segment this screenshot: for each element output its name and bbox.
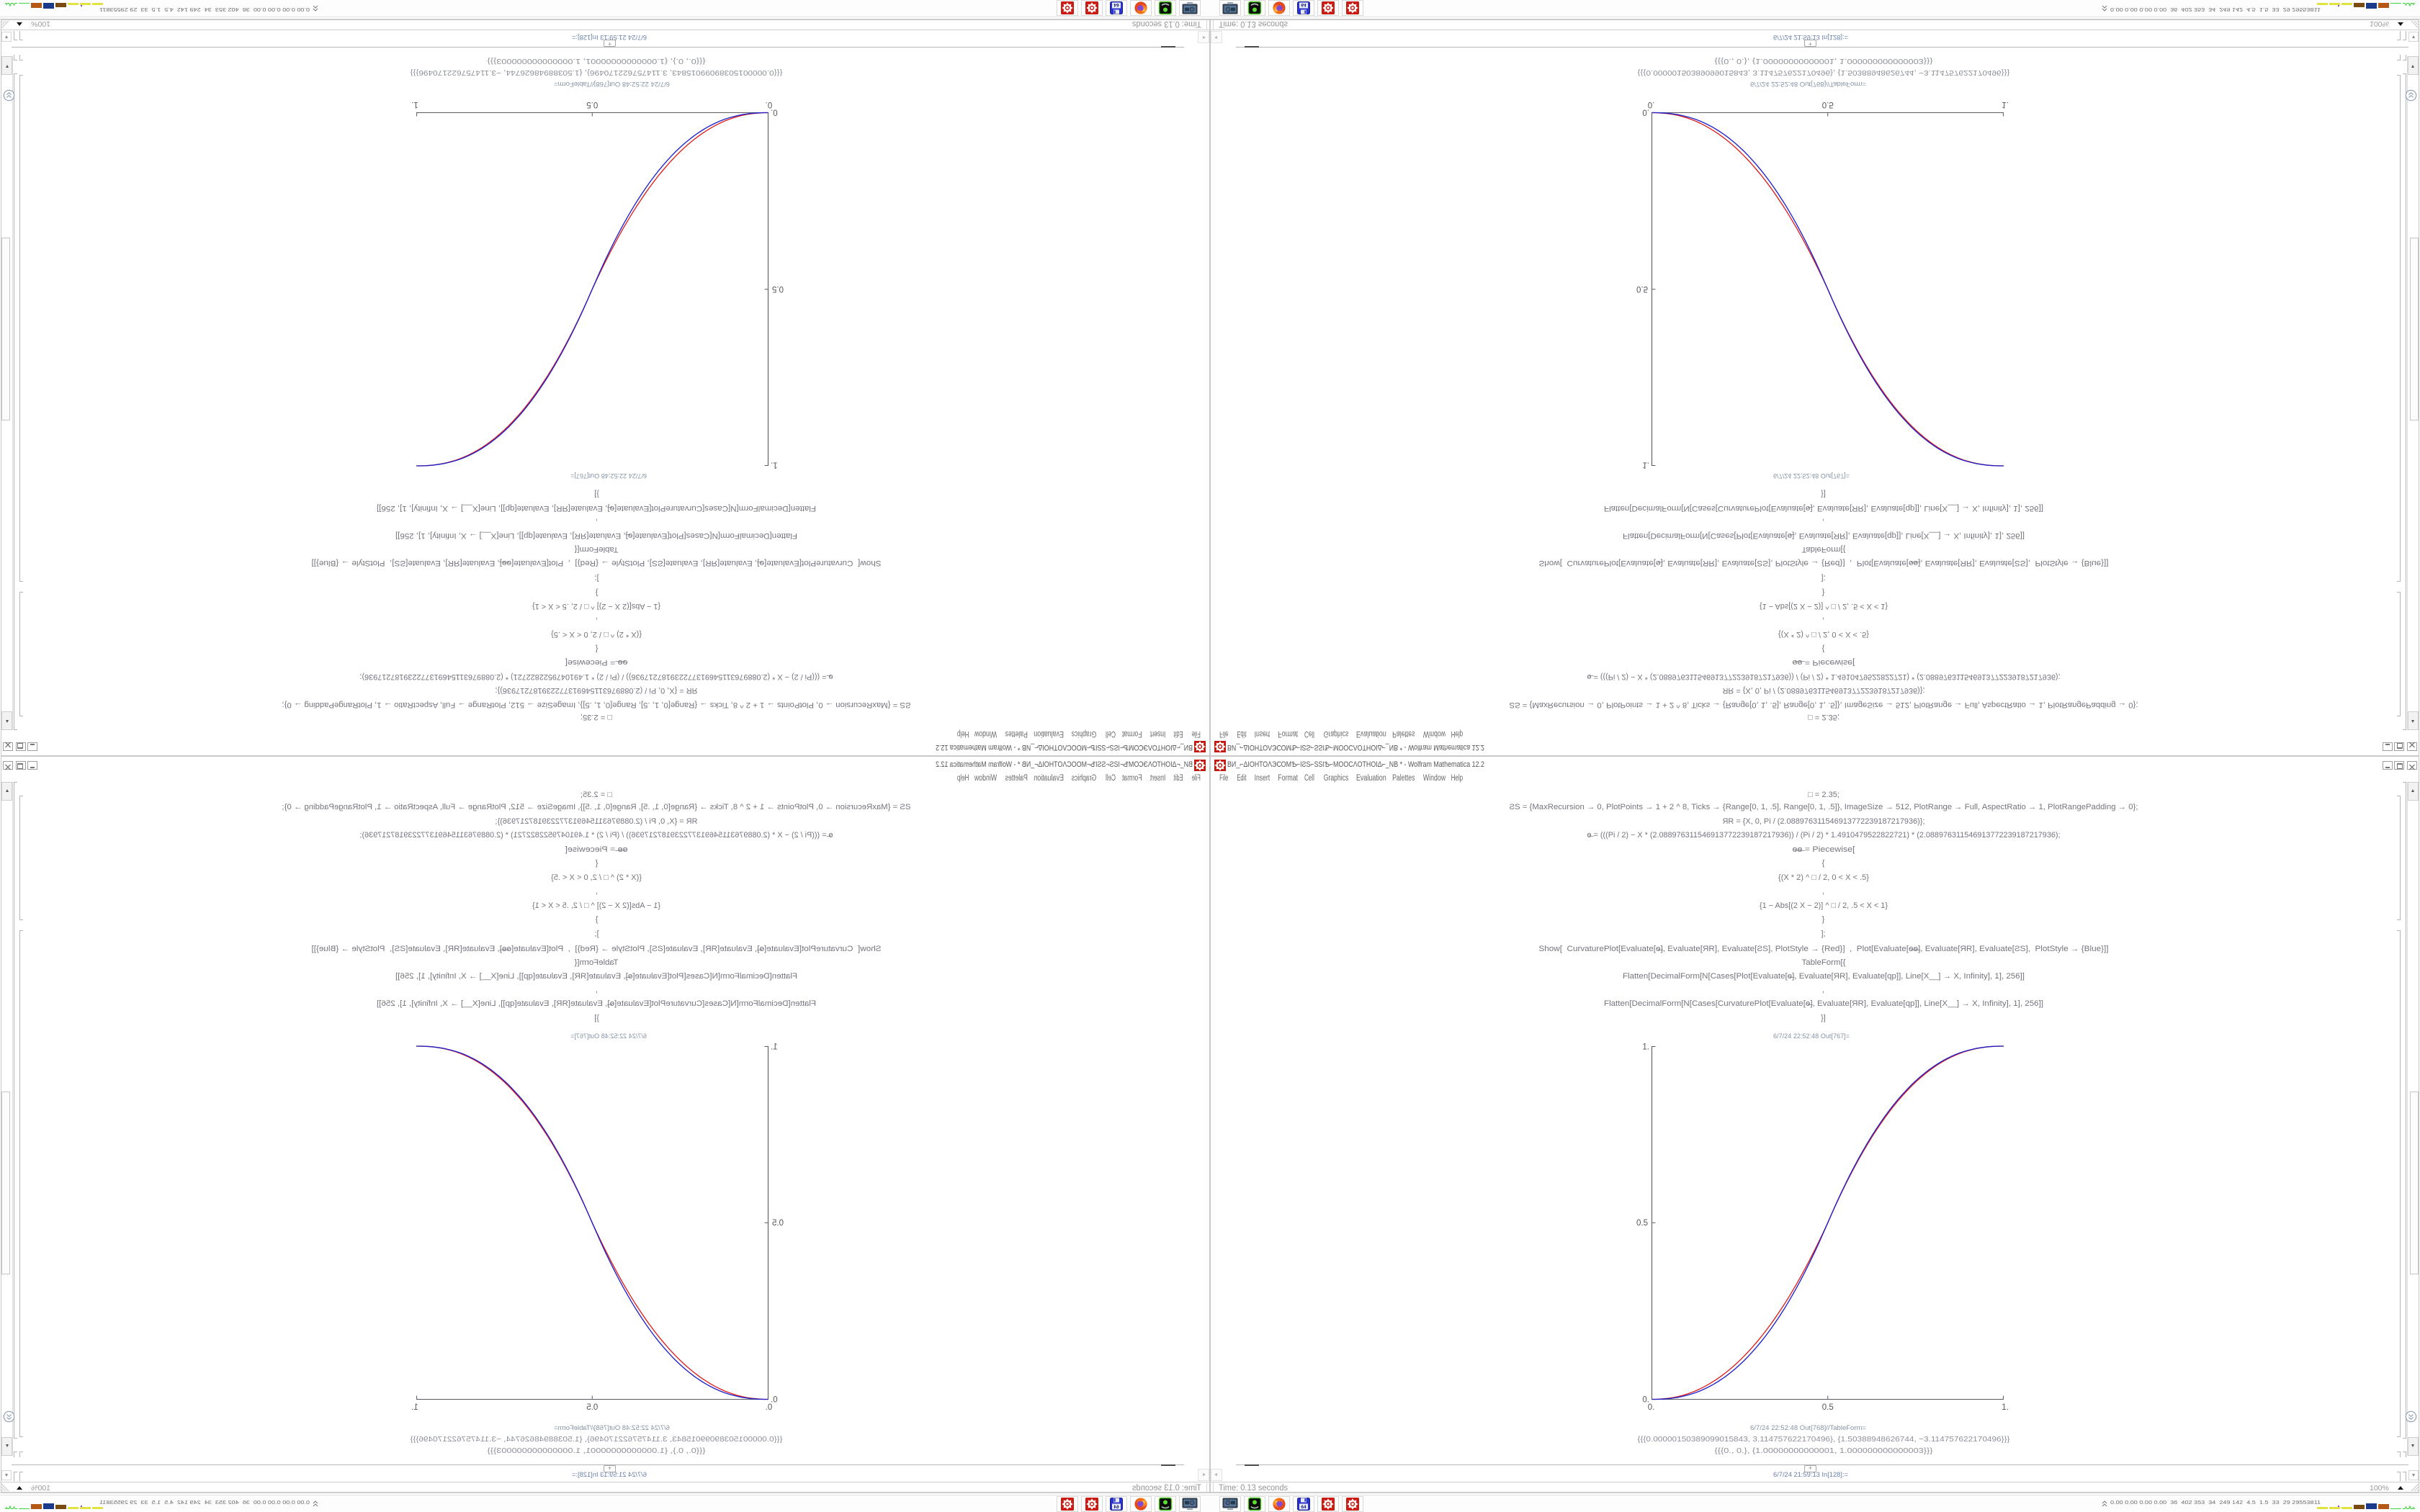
svg-text:1.: 1. bbox=[411, 100, 418, 109]
svg-text:0.: 0. bbox=[1648, 100, 1655, 109]
svg-text:1.: 1. bbox=[1642, 461, 1649, 469]
svg-text:0.: 0. bbox=[766, 1403, 773, 1412]
svg-text:1.: 1. bbox=[771, 461, 778, 469]
svg-text:64: 64 bbox=[1113, 3, 1119, 8]
svg-text:64: 64 bbox=[1301, 3, 1307, 8]
svg-text:0.: 0. bbox=[1642, 108, 1649, 117]
svg-text:0.: 0. bbox=[771, 108, 778, 117]
svg-text:0.: 0. bbox=[1648, 1403, 1655, 1412]
svg-text:0.: 0. bbox=[1642, 1396, 1649, 1405]
svg-text:0.5: 0.5 bbox=[586, 1403, 598, 1412]
svg-text:0.5: 0.5 bbox=[772, 1219, 784, 1228]
svg-text:64: 64 bbox=[1301, 1505, 1307, 1510]
svg-text:0.5: 0.5 bbox=[1822, 1403, 1834, 1412]
svg-text:0.5: 0.5 bbox=[586, 100, 598, 109]
svg-text:1.: 1. bbox=[411, 1403, 418, 1412]
svg-text:1.: 1. bbox=[2002, 1403, 2009, 1412]
svg-text:0.: 0. bbox=[771, 1396, 778, 1405]
svg-text:1.: 1. bbox=[771, 1043, 778, 1052]
svg-text:0.: 0. bbox=[766, 100, 773, 109]
svg-text:0.5: 0.5 bbox=[1822, 100, 1834, 109]
svg-text:0.5: 0.5 bbox=[772, 284, 784, 293]
svg-text:1.: 1. bbox=[1642, 1043, 1649, 1052]
svg-text:0.5: 0.5 bbox=[1636, 1219, 1648, 1228]
svg-text:1.: 1. bbox=[2002, 100, 2009, 109]
svg-text:64: 64 bbox=[1113, 1505, 1119, 1510]
svg-text:0.5: 0.5 bbox=[1636, 284, 1648, 293]
